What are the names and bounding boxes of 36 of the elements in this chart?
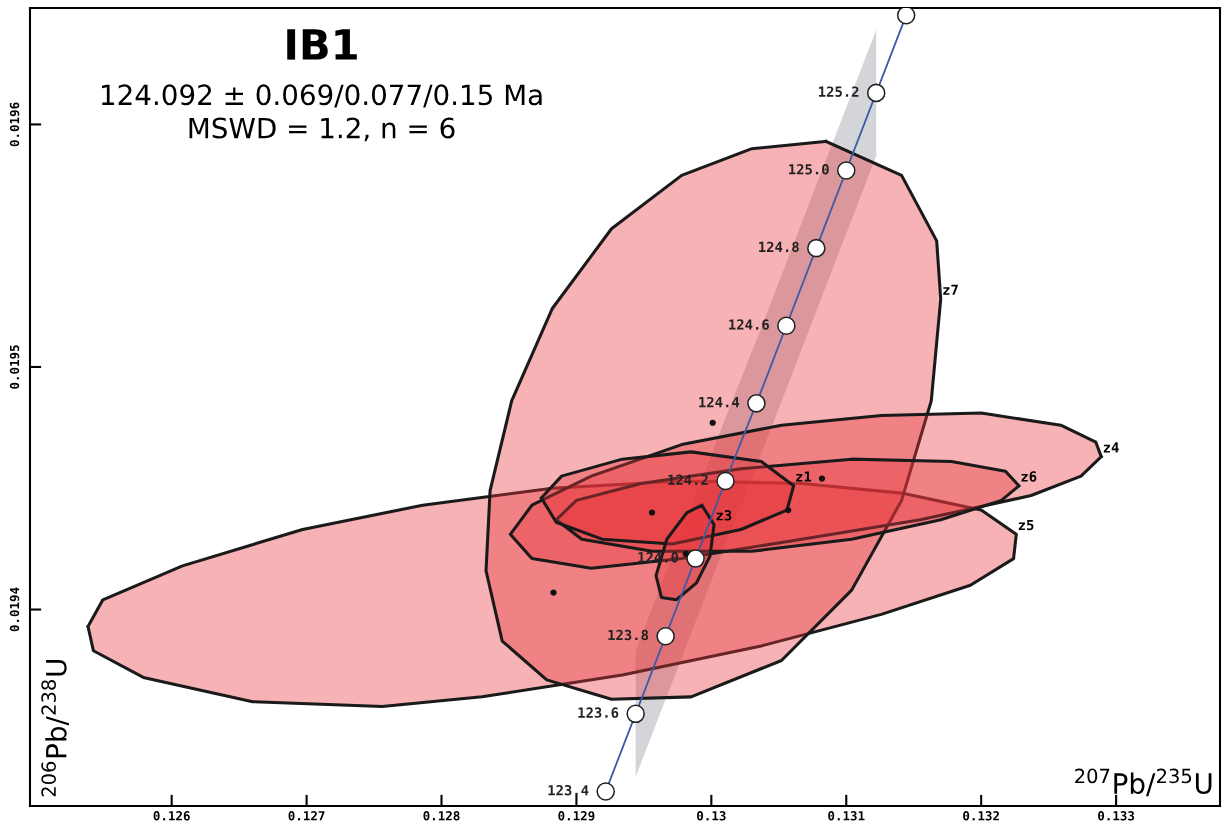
annotation: 123.6	[578, 707, 619, 718]
y-tick-label: 0.0196	[9, 102, 20, 147]
series-label: z4	[1103, 442, 1119, 453]
y-tick-label: 0.0195	[9, 345, 20, 389]
x-tick-label: 0.129	[558, 811, 595, 821]
annotation: 124.6	[729, 319, 769, 330]
x-tick-label: 0.127	[288, 811, 325, 821]
annotation: 123.4	[548, 784, 589, 796]
annotation: 124.4	[699, 396, 740, 408]
x-tick-label: 0.126	[153, 811, 190, 821]
series-label: z5	[1018, 519, 1034, 531]
x-tick-label: 0.132	[963, 811, 999, 821]
x-tick-label: 0.133	[1098, 811, 1135, 821]
annotation: 123.8	[608, 629, 649, 641]
x-tick-label: 0.128	[423, 811, 460, 821]
series-label: z1	[796, 471, 812, 482]
x-tick-label: 0.13	[697, 811, 726, 821]
point	[682, 550, 689, 557]
annotation: 125.2	[819, 86, 859, 97]
point	[648, 509, 656, 516]
annotation: 125.0	[789, 164, 829, 175]
point	[550, 589, 557, 596]
series-label: z3	[716, 510, 732, 521]
chart-title: IB1	[287, 29, 357, 60]
series-label: z6	[1021, 471, 1037, 482]
series-label: z7	[943, 284, 958, 295]
y-tick-label: 0.0194	[9, 587, 20, 632]
point	[818, 475, 826, 482]
y-axis-title: $^{206}$Pb/$^{238}$U	[41, 660, 69, 797]
text: 124.092 ± 0.069/0.077/0.15 Ma MSWD = 1.2, n = 6	[101, 84, 542, 142]
x-axis-title: $^{207}$Pb/$^{235}$U	[1075, 768, 1212, 797]
point	[709, 419, 716, 426]
x-tick-label: 0.131	[828, 811, 865, 821]
point	[785, 506, 792, 514]
annotation: 124.2	[668, 474, 708, 485]
annotation: 124.8	[759, 241, 799, 253]
